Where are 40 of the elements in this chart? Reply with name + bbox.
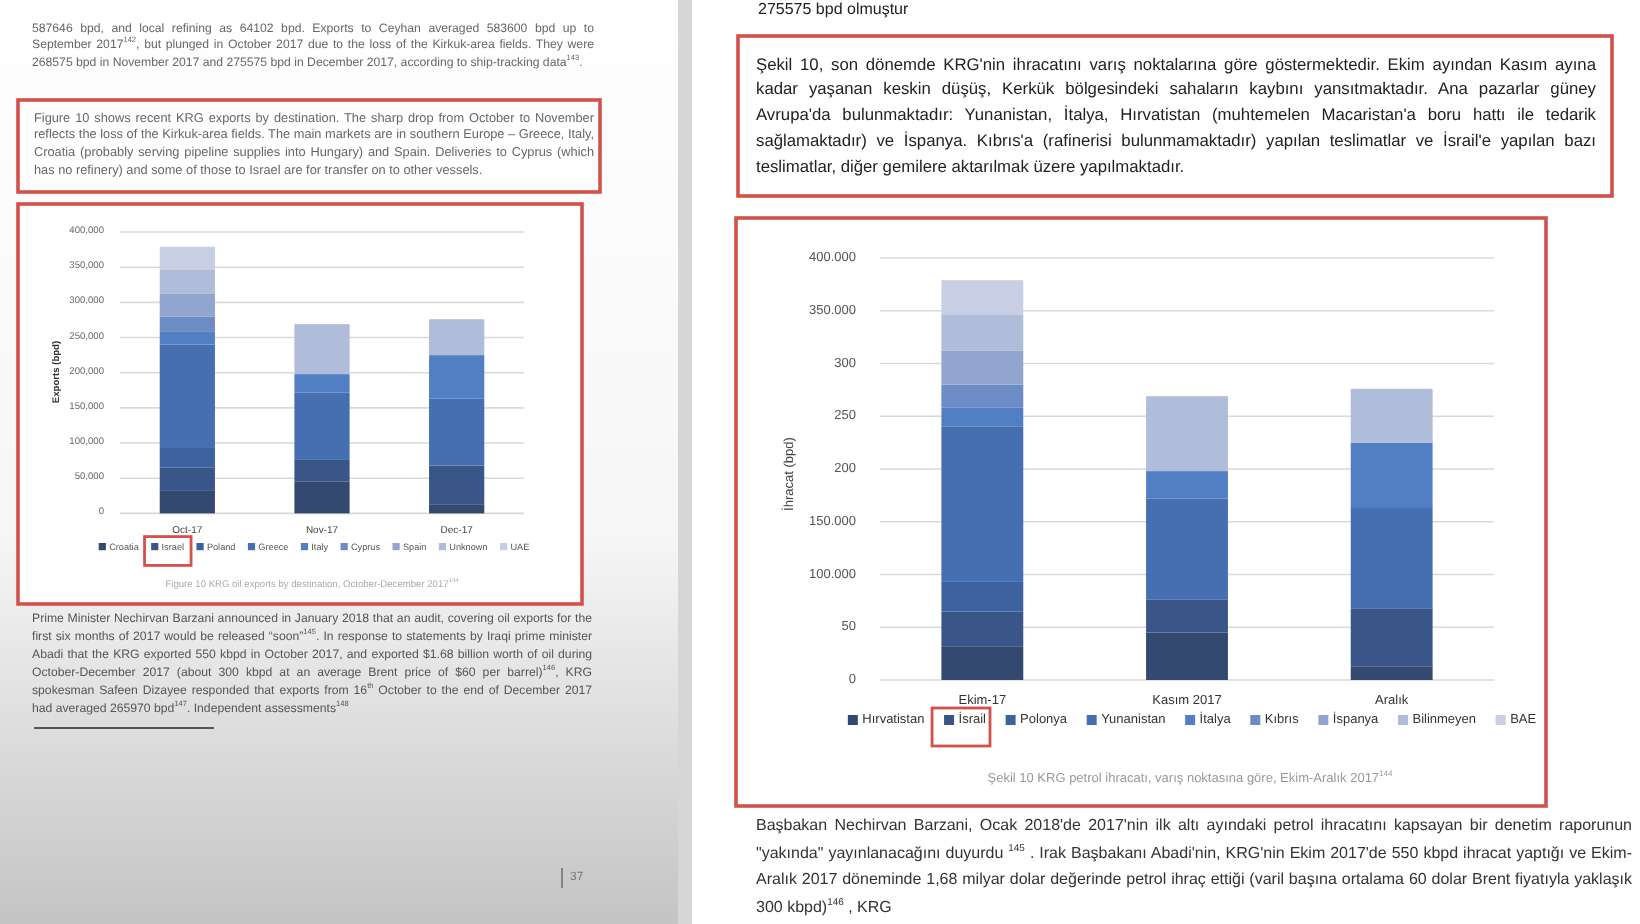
bar (159, 331, 215, 345)
bar (941, 646, 1024, 680)
bar (159, 344, 215, 448)
bar (1146, 396, 1228, 472)
bar (429, 465, 485, 505)
bar (294, 459, 350, 482)
bar (294, 324, 350, 375)
text: Şekil 10, son dönemde KRG'nin ihracatını varış noktalarına göre göstermektedir. Ekim ayından Kasım ayına kadar yaşanan keskin düşüş, Kerkük bölgesindeki sahaların kaybını yansıtmaktadır. Ana pazarlar güney Avrupa'da bulunmaktadır: Yunanistan, İtalya, Hırvatistan (muhtemelen Macaristan'a boru hattı ile tedarik sağlamaktadır) ve İspanya. Kıbrıs'a (rafinerisi bulunmamaktadır) yapılan teslimatlar ve İsrail'e yapılan bazı teslimatlar, diğer gemilere aktarılmak üzere yapılmaktadır. (756, 51, 1596, 180)
bar (159, 293, 215, 317)
bar (941, 280, 1024, 315)
bar (294, 374, 350, 393)
bar (429, 355, 485, 399)
bar (1350, 442, 1433, 509)
bar (1146, 471, 1228, 499)
bar (429, 319, 485, 356)
text: 275575 bpd olmuştur (758, 0, 909, 20)
bar (941, 407, 1024, 427)
bar (1350, 666, 1433, 680)
bar (159, 467, 215, 491)
bar (159, 316, 215, 332)
bar (941, 384, 1024, 408)
bar (1146, 498, 1228, 600)
bar (1146, 599, 1228, 633)
bar (159, 447, 215, 468)
bar (941, 314, 1024, 351)
bar (159, 246, 215, 270)
bar (159, 490, 215, 514)
bar (294, 392, 350, 460)
bar (294, 481, 350, 514)
bar (941, 426, 1024, 582)
bar (1350, 388, 1433, 443)
bar (429, 398, 485, 466)
bar (941, 350, 1024, 385)
bar (1146, 632, 1228, 680)
bar (159, 269, 215, 294)
bar (1350, 608, 1433, 667)
bar (429, 504, 485, 514)
bar (941, 611, 1024, 647)
bar (941, 581, 1024, 612)
bar (1350, 508, 1433, 609)
